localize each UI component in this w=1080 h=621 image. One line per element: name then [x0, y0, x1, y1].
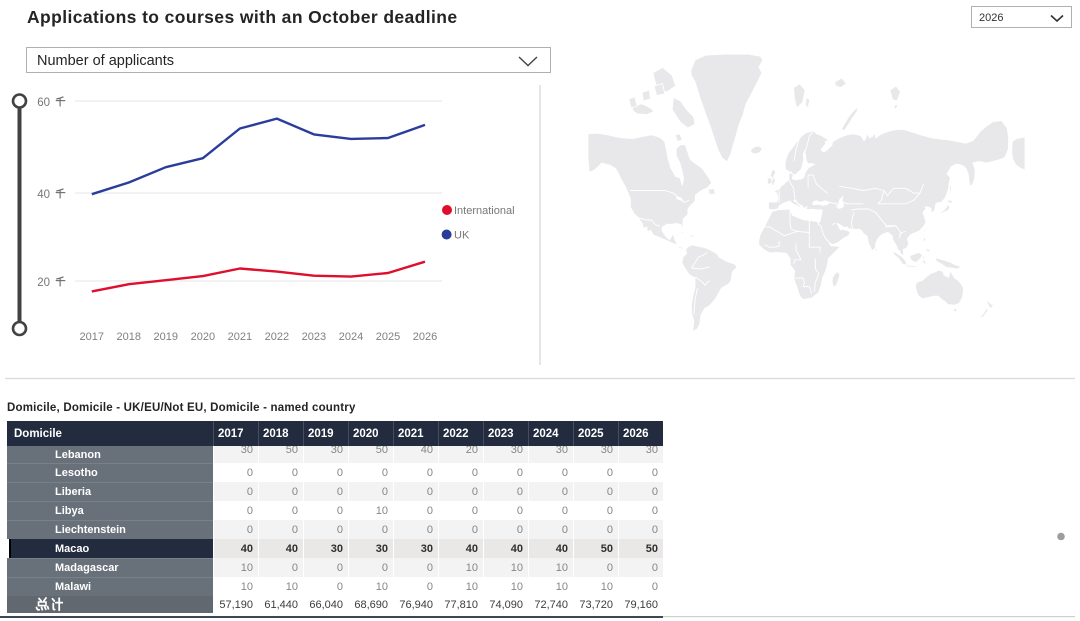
- svg-text:2025: 2025: [376, 331, 400, 343]
- svg-text:2022: 2022: [265, 331, 289, 343]
- svg-text:2017: 2017: [80, 331, 104, 343]
- svg-text:20: 20: [37, 277, 50, 289]
- svg-text:International: International: [454, 205, 515, 217]
- svg-text:40: 40: [37, 189, 50, 201]
- svg-text:UK: UK: [454, 230, 470, 242]
- svg-text:2024: 2024: [339, 331, 363, 343]
- svg-text:2026: 2026: [413, 331, 437, 343]
- svg-text:60: 60: [37, 97, 50, 109]
- svg-text:2020: 2020: [191, 331, 215, 343]
- svg-text:2019: 2019: [154, 331, 178, 343]
- svg-text:2023: 2023: [302, 331, 326, 343]
- svg-text:2018: 2018: [117, 331, 141, 343]
- svg-text:2021: 2021: [228, 331, 252, 343]
